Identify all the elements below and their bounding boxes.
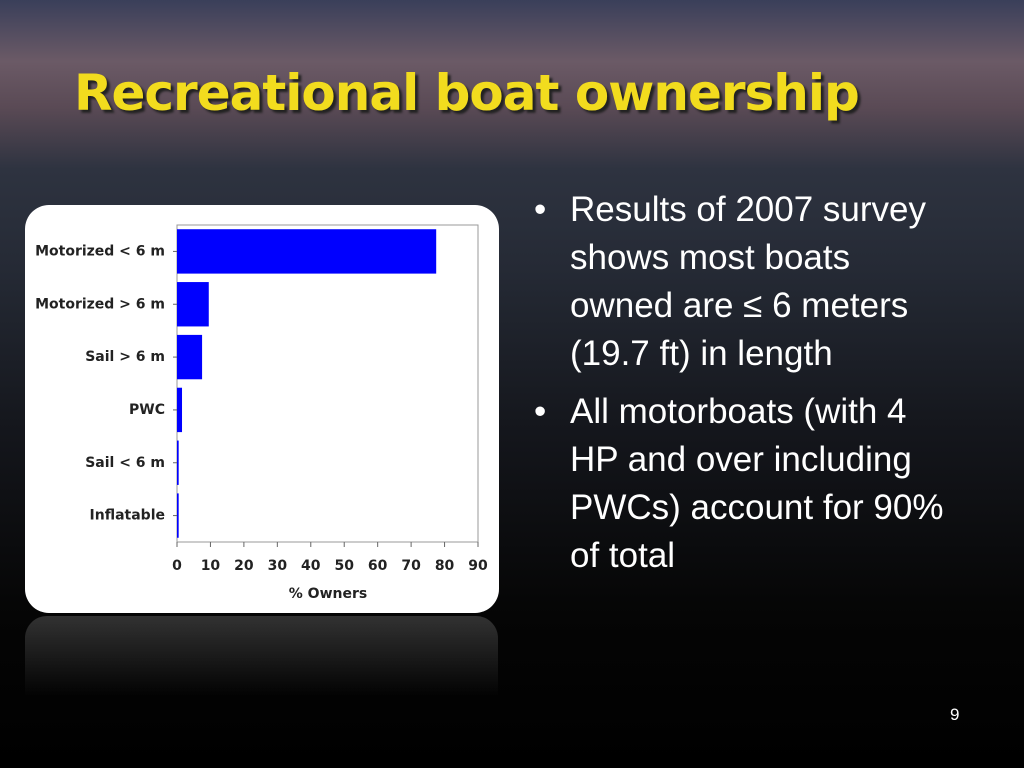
y-tick-label: Motorized > 6 m (35, 296, 165, 312)
bar (177, 493, 179, 538)
y-tick-label: Motorized < 6 m (35, 243, 165, 259)
x-axis-label: % Owners (289, 586, 367, 602)
x-tick-label: 0 (172, 558, 182, 574)
y-tick-label: Sail > 6 m (85, 349, 165, 365)
x-tick-label: 50 (334, 558, 354, 574)
x-tick-label: 90 (468, 558, 488, 574)
chart-panel (25, 205, 499, 613)
x-tick-label: 60 (368, 558, 388, 574)
x-tick-label: 10 (201, 558, 221, 574)
slide-title: Recreational boat ownership (74, 64, 860, 122)
x-tick-label: 40 (301, 558, 321, 574)
y-tick-label: Inflatable (90, 508, 165, 524)
x-tick-label: 70 (401, 558, 421, 574)
chart: % Owners 0 10 20 30 40 50 60 70 80 90 Motorized < … (25, 205, 499, 613)
bullet-list: Results of 2007 survey shows most boats … (530, 186, 960, 590)
bar (177, 387, 183, 433)
plot-frame (176, 224, 479, 543)
bar (177, 229, 437, 274)
y-tick-label: PWC (129, 402, 165, 418)
reflection (25, 616, 498, 696)
bar (177, 334, 203, 380)
x-tick-label: 30 (268, 558, 288, 574)
x-tick-label: 80 (435, 558, 455, 574)
bullet: All motorboats (with 4 HP and over inclu… (530, 388, 960, 580)
page-number: 9 (950, 705, 960, 724)
bar (177, 282, 209, 327)
bullet: Results of 2007 survey shows most boats … (530, 186, 960, 378)
x-tick-label: 20 (234, 558, 254, 574)
bar (177, 440, 179, 485)
y-tick-label: Sail < 6 m (85, 455, 165, 471)
